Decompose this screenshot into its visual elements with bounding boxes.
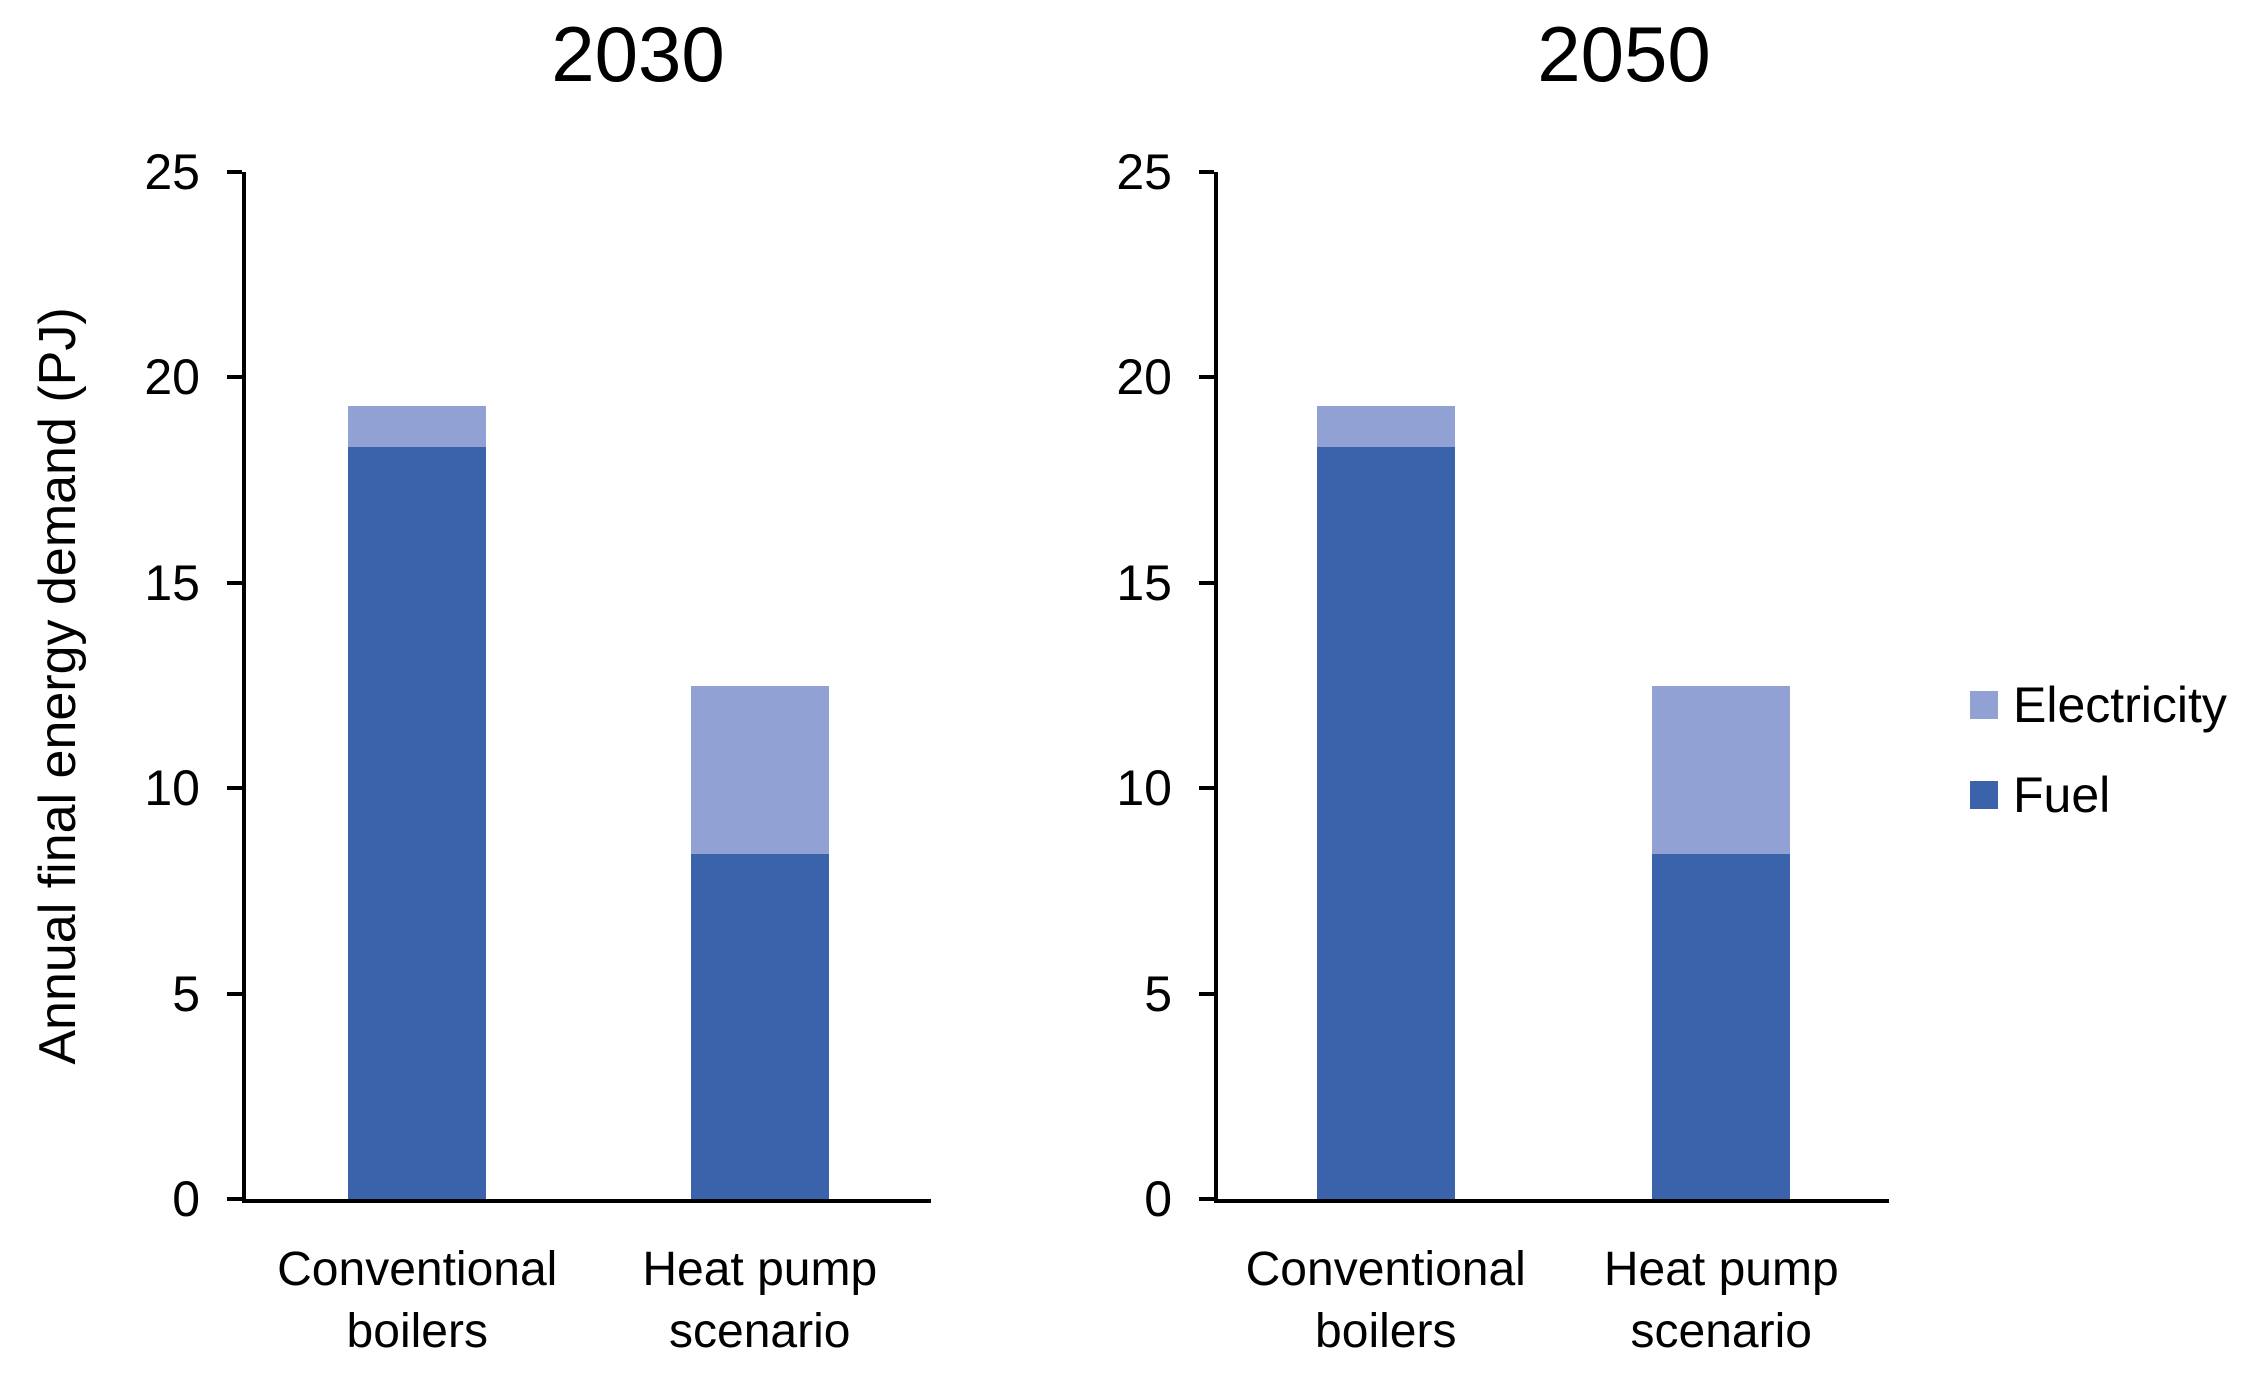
- y-axis-tick: [227, 170, 242, 174]
- bar-segment-electricity: [1652, 685, 1791, 854]
- y-axis-tick: [227, 786, 242, 791]
- y-axis-tick-label: 5: [1144, 965, 1172, 1022]
- stacked-bar: [690, 685, 829, 1199]
- y-axis-tick-label: 15: [1116, 554, 1172, 611]
- y-axis-tick-label: 20: [1116, 349, 1172, 406]
- stacked-bar: [1316, 406, 1455, 1199]
- y-axis-tick: [227, 1197, 242, 1201]
- y-axis-tick: [227, 375, 242, 380]
- bar-segment-electricity: [690, 685, 829, 854]
- chart-title-right: 2050: [1537, 10, 1711, 98]
- bar-segment-fuel: [1316, 447, 1455, 1199]
- y-axis-tick-label: 5: [172, 965, 200, 1022]
- y-axis-tick-label: 25: [144, 144, 200, 200]
- y-axis-title: Annual final energy demand (PJ): [29, 307, 87, 1065]
- y-axis-tick-label: 15: [144, 554, 200, 611]
- y-axis-tick: [1199, 1197, 1214, 1201]
- bar-segment-electricity: [1316, 406, 1455, 448]
- y-axis-tick-label: 10: [144, 760, 200, 817]
- y-axis-tick: [1199, 991, 1214, 996]
- bar-segment-fuel: [690, 853, 829, 1199]
- legend-label-electricity: Electricity: [2013, 677, 2227, 733]
- y-axis-tick-label: 20: [144, 349, 200, 406]
- category-label: Heat pump scenario: [642, 1243, 878, 1358]
- y-axis-tick-label: 25: [1116, 144, 1172, 200]
- plot-area-2030: 0 5 10 15 20 25 Conventional boilers Heat pump …: [144, 147, 931, 1358]
- fuel-swatch-icon: [1970, 781, 1998, 809]
- y-axis-tick: [1199, 375, 1214, 380]
- y-axis-tick: [227, 991, 242, 996]
- y-axis-tick-label: 0: [1144, 1171, 1172, 1227]
- stacked-bar: [348, 406, 487, 1199]
- bar-segment-fuel: [348, 447, 487, 1199]
- y-axis-tick: [1199, 170, 1214, 174]
- legend-item-electricity: Electricity: [1970, 676, 2227, 734]
- legend-label-fuel: Fuel: [2013, 767, 2111, 823]
- category-label: Conventional boilers: [1245, 1243, 1526, 1358]
- y-axis-tick: [1199, 786, 1214, 791]
- y-axis-tick-label: 10: [1116, 760, 1172, 817]
- bar-segment-fuel: [1652, 853, 1791, 1199]
- y-axis-tick-label: 0: [172, 1171, 200, 1227]
- category-label: Conventional boilers: [277, 1243, 558, 1358]
- plot-area-2050: 0 5 10 15 20 25 Conventional boilers Heat pump …: [1116, 147, 1889, 1358]
- legend-item-fuel: Fuel: [1970, 766, 2227, 824]
- bar-segment-electricity: [348, 406, 487, 448]
- chart-title-left: 2030: [551, 10, 725, 98]
- electricity-swatch-icon: [1970, 691, 1998, 719]
- stacked-bar: [1652, 685, 1791, 1199]
- category-label: Heat pump scenario: [1603, 1243, 1839, 1358]
- y-axis-tick: [227, 580, 242, 585]
- legend: Electricity Fuel: [1970, 676, 2227, 824]
- y-axis-tick: [1199, 580, 1214, 585]
